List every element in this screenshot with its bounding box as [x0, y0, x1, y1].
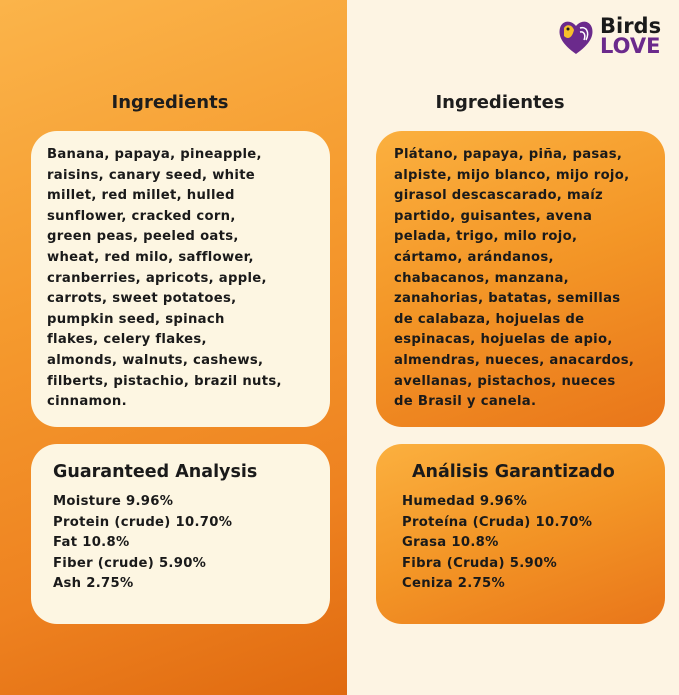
analysis-line: Ceniza 2.75% — [402, 576, 506, 592]
analysis-title-es: Análisis Garantizado — [412, 462, 615, 482]
analysis-line: Moisture 9.96% — [53, 494, 174, 509]
ingredient-line: Plátano, papaya, piña, pasas, — [394, 147, 623, 162]
ingredient-line: zanahorias, batatas, semillas — [394, 291, 621, 307]
ingredient-line: wheat, red milo, safflower, — [47, 249, 254, 265]
ingredient-line: alpiste, mijo blanco, mijo rojo, — [394, 167, 630, 183]
analysis-line: Fiber (crude) 5.90% — [53, 555, 207, 571]
parrot-heart-icon — [559, 21, 593, 54]
ingredient-line: almendras, nueces, anacardos, — [394, 352, 635, 368]
ingredient-line: flakes, celery flakes, — [47, 332, 207, 348]
ingredients-card-en: Banana, papaya, pineapple, raisins, canar… — [31, 131, 330, 427]
ingredient-line: chabacanos, manzana, — [394, 270, 569, 286]
ingredient-line: cranberries, apricots, apple, — [47, 270, 267, 286]
analysis-line: Ash 2.75% — [53, 576, 134, 592]
analysis-line: Protein (crude) 10.70% — [53, 514, 233, 530]
ingredient-line: pelada, trigo, milo rojo, — [394, 229, 578, 245]
ingredient-line: millet, red millet, hulled — [47, 188, 235, 204]
heading-ingredientes: Ingredientes — [435, 92, 565, 113]
ingredient-line: carrots, sweet potatoes, — [47, 291, 237, 307]
ingredient-line: girasol descascarado, maíz — [394, 188, 604, 204]
analysis-line: Humedad 9.96% — [402, 494, 528, 509]
ingredient-line: sunflower, cracked corn, — [47, 208, 236, 224]
brand-line1: Birds — [600, 14, 662, 38]
heading-ingredients: Ingredients — [111, 92, 229, 113]
ingredient-line: espinacas, hojuelas de apio, — [394, 332, 613, 348]
ingredient-line: Banana, papaya, pineapple, — [47, 147, 262, 162]
analysis-line: Grasa 10.8% — [402, 535, 499, 551]
ingredient-line: green peas, peeled oats, — [47, 229, 239, 245]
ingredient-line: pumpkin seed, spinach — [47, 311, 225, 327]
ingredient-line: de Brasil y canela. — [394, 394, 537, 410]
analysis-line: Fibra (Cruda) 5.90% — [402, 555, 557, 571]
analysis-line: Proteína (Cruda) 10.70% — [402, 514, 593, 530]
ingredient-line: partido, guisantes, avena — [394, 208, 593, 224]
ingredient-line: almonds, walnuts, cashews, — [47, 352, 264, 368]
ingredient-line: filberts, pistachio, brazil nuts, — [47, 373, 282, 389]
ingredient-line: raisins, canary seed, white — [47, 167, 256, 183]
ingredient-line: cártamo, arándanos, — [394, 249, 554, 265]
ingredient-line: cinnamon. — [47, 394, 127, 410]
ingredient-line: de calabaza, hojuelas de — [394, 311, 585, 327]
ingredients-card-es: Plátano, papaya, piña, pasas, alpiste, mi… — [376, 131, 665, 427]
analysis-title-en: Guaranteed Analysis — [53, 462, 258, 482]
brand-line2: LOVE — [600, 34, 661, 58]
ingredient-line: avellanas, pistachos, nueces — [394, 373, 616, 389]
brand-logo: Birds LOVE — [556, 14, 662, 58]
analysis-card-en: Guaranteed Analysis Moisture 9.96% Protei… — [31, 444, 330, 624]
analysis-line: Fat 10.8% — [53, 535, 130, 551]
analysis-card-es: Análisis Garantizado Humedad 9.96% Proteí… — [376, 444, 665, 624]
